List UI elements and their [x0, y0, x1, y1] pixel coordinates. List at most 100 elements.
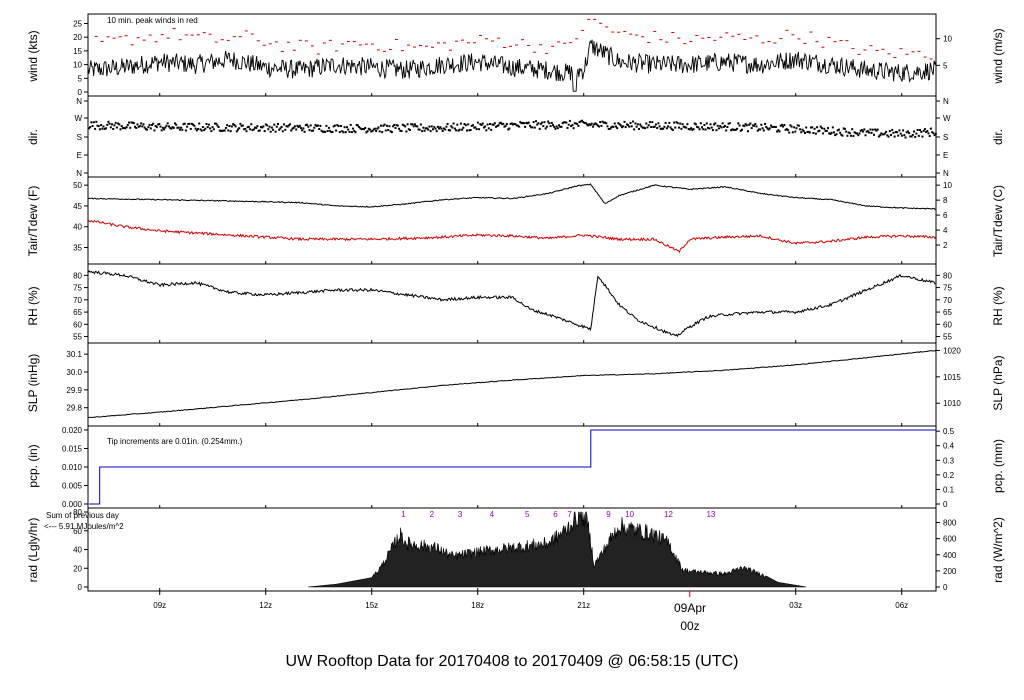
- dir-point: [370, 130, 373, 133]
- dir-point: [118, 123, 121, 126]
- dir-point: [748, 123, 751, 126]
- dir-point: [538, 127, 541, 130]
- dir-point: [893, 135, 896, 138]
- dir-point: [840, 133, 843, 136]
- dir-point: [244, 127, 247, 130]
- dir-point: [298, 124, 301, 127]
- dir-point: [378, 130, 381, 133]
- tick-label-left-pcp: 0.015: [62, 445, 83, 454]
- tick-label-right-pcp: 0.4: [943, 442, 955, 451]
- dir-point: [137, 125, 140, 128]
- dir-point: [436, 125, 439, 128]
- dir-point: [284, 128, 287, 131]
- dir-point: [573, 122, 576, 125]
- dir-point: [928, 135, 931, 137]
- dir-point: [428, 125, 431, 128]
- dir-point: [367, 127, 370, 130]
- uv-label: 9: [606, 510, 611, 519]
- dir-point: [931, 131, 934, 134]
- dir-point: [555, 125, 558, 128]
- ylabel-right-pcp: pcp. (mm): [991, 439, 1005, 493]
- dir-point: [823, 127, 826, 130]
- tick-label-right-slp: 1010: [943, 399, 961, 408]
- dir-point: [533, 126, 536, 129]
- series-tair: [87, 183, 937, 210]
- dir-point: [283, 123, 285, 126]
- time-tick-label: 06z: [895, 601, 908, 610]
- dir-point: [327, 126, 330, 129]
- dir-point: [669, 126, 672, 129]
- dir-point: [866, 130, 869, 133]
- dir-point: [588, 123, 591, 126]
- dir-point: [432, 128, 434, 131]
- dir-point: [599, 121, 602, 123]
- dir-point: [663, 125, 666, 128]
- dir-point: [258, 129, 261, 132]
- dir-point: [665, 127, 668, 130]
- tick-label-left-rad: 40: [73, 546, 82, 555]
- dir-point: [107, 120, 110, 123]
- chart-title: UW Rooftop Data for 20170408 to 20170409…: [286, 653, 739, 670]
- dir-point: [130, 121, 133, 124]
- dir-point: [802, 130, 805, 133]
- time-tick-label: 03z: [789, 601, 802, 610]
- dir-point: [742, 124, 745, 127]
- dir-point: [392, 125, 395, 128]
- dir-point: [611, 125, 614, 128]
- series-tdew: [87, 219, 937, 254]
- dir-point: [774, 126, 777, 128]
- dir-point: [398, 127, 401, 130]
- dir-point: [507, 128, 510, 131]
- dir-point: [403, 124, 405, 127]
- uv-label: 7: [567, 510, 572, 519]
- dir-point: [565, 121, 568, 124]
- dir-point: [346, 126, 348, 129]
- dir-point: [876, 128, 879, 131]
- dir-point: [123, 127, 126, 130]
- dir-point: [304, 124, 307, 127]
- panel-frame-wind: [87, 13, 937, 97]
- dir-point: [285, 125, 288, 128]
- tick-label-left-wind: 0: [78, 88, 83, 97]
- dir-point: [808, 131, 811, 134]
- dir-point: [144, 128, 147, 131]
- dir-point: [592, 125, 594, 128]
- dir-point: [493, 122, 496, 125]
- dir-point: [182, 123, 185, 126]
- dir-point: [170, 127, 173, 130]
- dir-point: [333, 124, 336, 127]
- dir-point: [440, 127, 443, 130]
- dir-point: [347, 128, 350, 131]
- dir-point: [610, 126, 613, 129]
- tick-label-left-rad: 0: [78, 583, 83, 592]
- dir-point: [698, 128, 701, 131]
- tick-label-left-rh: 65: [73, 308, 82, 317]
- dir-point: [548, 122, 551, 125]
- dir-point: [375, 130, 378, 132]
- dir-point: [559, 125, 562, 128]
- dir-point: [640, 125, 643, 128]
- dir-point: [361, 128, 364, 130]
- tick-label-left-rh: 80: [73, 271, 82, 280]
- dir-point: [715, 129, 718, 132]
- dir-point: [721, 122, 724, 125]
- dir-point: [516, 124, 519, 127]
- dir-point: [246, 126, 249, 129]
- dir-point: [462, 126, 465, 129]
- tick-label-left-wind: 10: [73, 61, 82, 70]
- dir-point: [561, 122, 564, 125]
- dir-point: [550, 121, 553, 124]
- dir-point: [863, 128, 866, 131]
- dir-point: [250, 123, 253, 126]
- dir-point: [756, 129, 759, 132]
- dir-point: [679, 122, 682, 125]
- ylabel-dir: dir.: [26, 129, 40, 145]
- dir-point: [589, 124, 592, 127]
- dir-point: [873, 133, 875, 136]
- dir-point: [888, 130, 891, 133]
- dir-point: [682, 125, 685, 128]
- tick-label-right-dir: W: [943, 114, 951, 123]
- dir-point: [260, 126, 262, 129]
- dir-point: [251, 129, 254, 132]
- dir-point: [342, 131, 345, 134]
